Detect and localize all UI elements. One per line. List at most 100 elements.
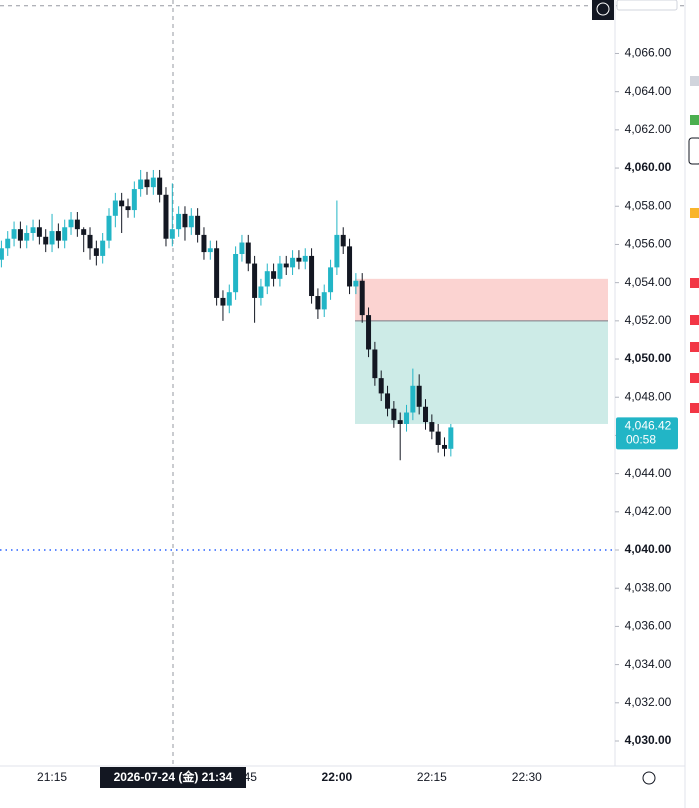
candle-body	[131, 189, 137, 211]
candle-body	[150, 177, 156, 188]
crosshair-label: 2026-07-24 (金) 21:34	[114, 769, 233, 784]
y-tick-label: 4,040.00	[625, 542, 672, 556]
candle-body	[315, 296, 321, 310]
candle-body	[404, 412, 410, 424]
candle-body	[119, 200, 125, 207]
y-tick-label: 4,062.00	[625, 122, 672, 136]
y-tick-label: 4,052.00	[625, 313, 672, 327]
candle-body	[36, 227, 42, 237]
candle-body	[62, 227, 68, 241]
candle-body	[385, 393, 391, 409]
side-marker	[690, 115, 699, 125]
candle-body	[100, 240, 106, 256]
candle-body	[264, 271, 270, 287]
candle-body	[277, 263, 283, 279]
side-marker	[690, 342, 699, 352]
candle-body	[68, 219, 74, 228]
candle-body	[49, 231, 55, 245]
y-tick-label: 4,044.00	[625, 466, 672, 480]
candle-body	[188, 215, 194, 228]
y-tick-label: 4,060.00	[625, 160, 672, 174]
candle-body	[74, 219, 80, 230]
candle-body	[378, 378, 384, 394]
candle-body	[321, 292, 327, 310]
candle-body	[366, 315, 372, 350]
candle-body	[302, 255, 308, 262]
plot	[0, 5, 685, 551]
candle-body	[201, 234, 207, 253]
candle-body	[340, 234, 346, 247]
candle-body	[435, 431, 441, 445]
y-tick-label: 4,030.00	[625, 733, 672, 747]
x-tick-label: 22:00	[322, 770, 353, 784]
settings-icon[interactable]	[642, 771, 656, 785]
candle-body	[239, 242, 245, 254]
candle-body	[271, 271, 277, 279]
candle-body	[106, 215, 112, 241]
candle-body	[448, 427, 454, 449]
candle-body	[0, 248, 4, 260]
candle-body	[359, 280, 365, 316]
candle-body	[233, 254, 239, 293]
side-marker	[690, 76, 699, 86]
side-marker	[690, 403, 699, 413]
add-button[interactable]	[592, 0, 614, 20]
y-tick-label: 4,050.00	[625, 351, 672, 365]
candle-body	[353, 280, 359, 287]
candle-body	[442, 444, 447, 449]
side-marker	[690, 208, 699, 218]
candle-body	[290, 257, 296, 268]
candle-body	[283, 263, 289, 268]
candle-body	[410, 385, 416, 413]
y-tick-label: 4,036.00	[625, 619, 672, 633]
candle-body	[81, 229, 87, 235]
stop-zone	[355, 278, 608, 321]
last-price-label: 4,046.42	[625, 419, 672, 433]
candle-body	[30, 227, 36, 233]
add-icon	[596, 2, 610, 16]
target-zone	[355, 320, 608, 424]
candle-body	[93, 248, 99, 256]
candle-body	[226, 292, 232, 306]
candle-body	[416, 385, 422, 407]
crosshair-label-box	[100, 767, 246, 788]
y-tick-label: 4,034.00	[625, 657, 672, 671]
candle-body	[138, 179, 144, 190]
y-tick-label: 4,064.00	[625, 84, 672, 98]
candle-body	[11, 229, 17, 239]
candle-body	[17, 229, 23, 241]
candle-body	[157, 177, 163, 195]
candle-body	[43, 236, 49, 245]
candle-body	[112, 200, 118, 216]
candle-body	[87, 234, 93, 249]
axis: 4,030.00 4,032.00 4,034.00 4,036.00 4,038.00…	[37, 46, 678, 784]
candle-body	[176, 213, 182, 230]
candle-body	[163, 194, 169, 239]
y-tick-label: 4,056.00	[625, 237, 672, 251]
candle-body	[24, 232, 30, 241]
y-tick-label: 4,048.00	[625, 389, 672, 403]
x-tick-label: 22:30	[512, 770, 542, 784]
candle-body	[214, 248, 220, 298]
y-tick-label: 4,032.00	[625, 695, 672, 709]
countdown: 00:58	[626, 433, 656, 447]
candle-body	[347, 246, 353, 287]
currency-select[interactable]	[616, 0, 678, 11]
candle-body	[391, 408, 397, 421]
candle-body	[5, 238, 11, 249]
candle-body	[125, 206, 131, 211]
y-tick-label: 4,038.00	[625, 580, 672, 594]
candle-body	[328, 267, 334, 293]
side-marker	[690, 278, 699, 288]
x-tick-label: 21:15	[37, 770, 67, 784]
candle-body	[309, 255, 315, 297]
side-marker	[690, 315, 699, 325]
y-tick-label: 4,054.00	[625, 275, 672, 289]
side-button[interactable]	[688, 137, 699, 165]
candle-body	[429, 422, 435, 432]
candle-body	[245, 242, 251, 264]
candle-body	[296, 257, 302, 262]
last-price-box	[616, 417, 678, 450]
y-tick-label: 4,058.00	[625, 198, 672, 212]
